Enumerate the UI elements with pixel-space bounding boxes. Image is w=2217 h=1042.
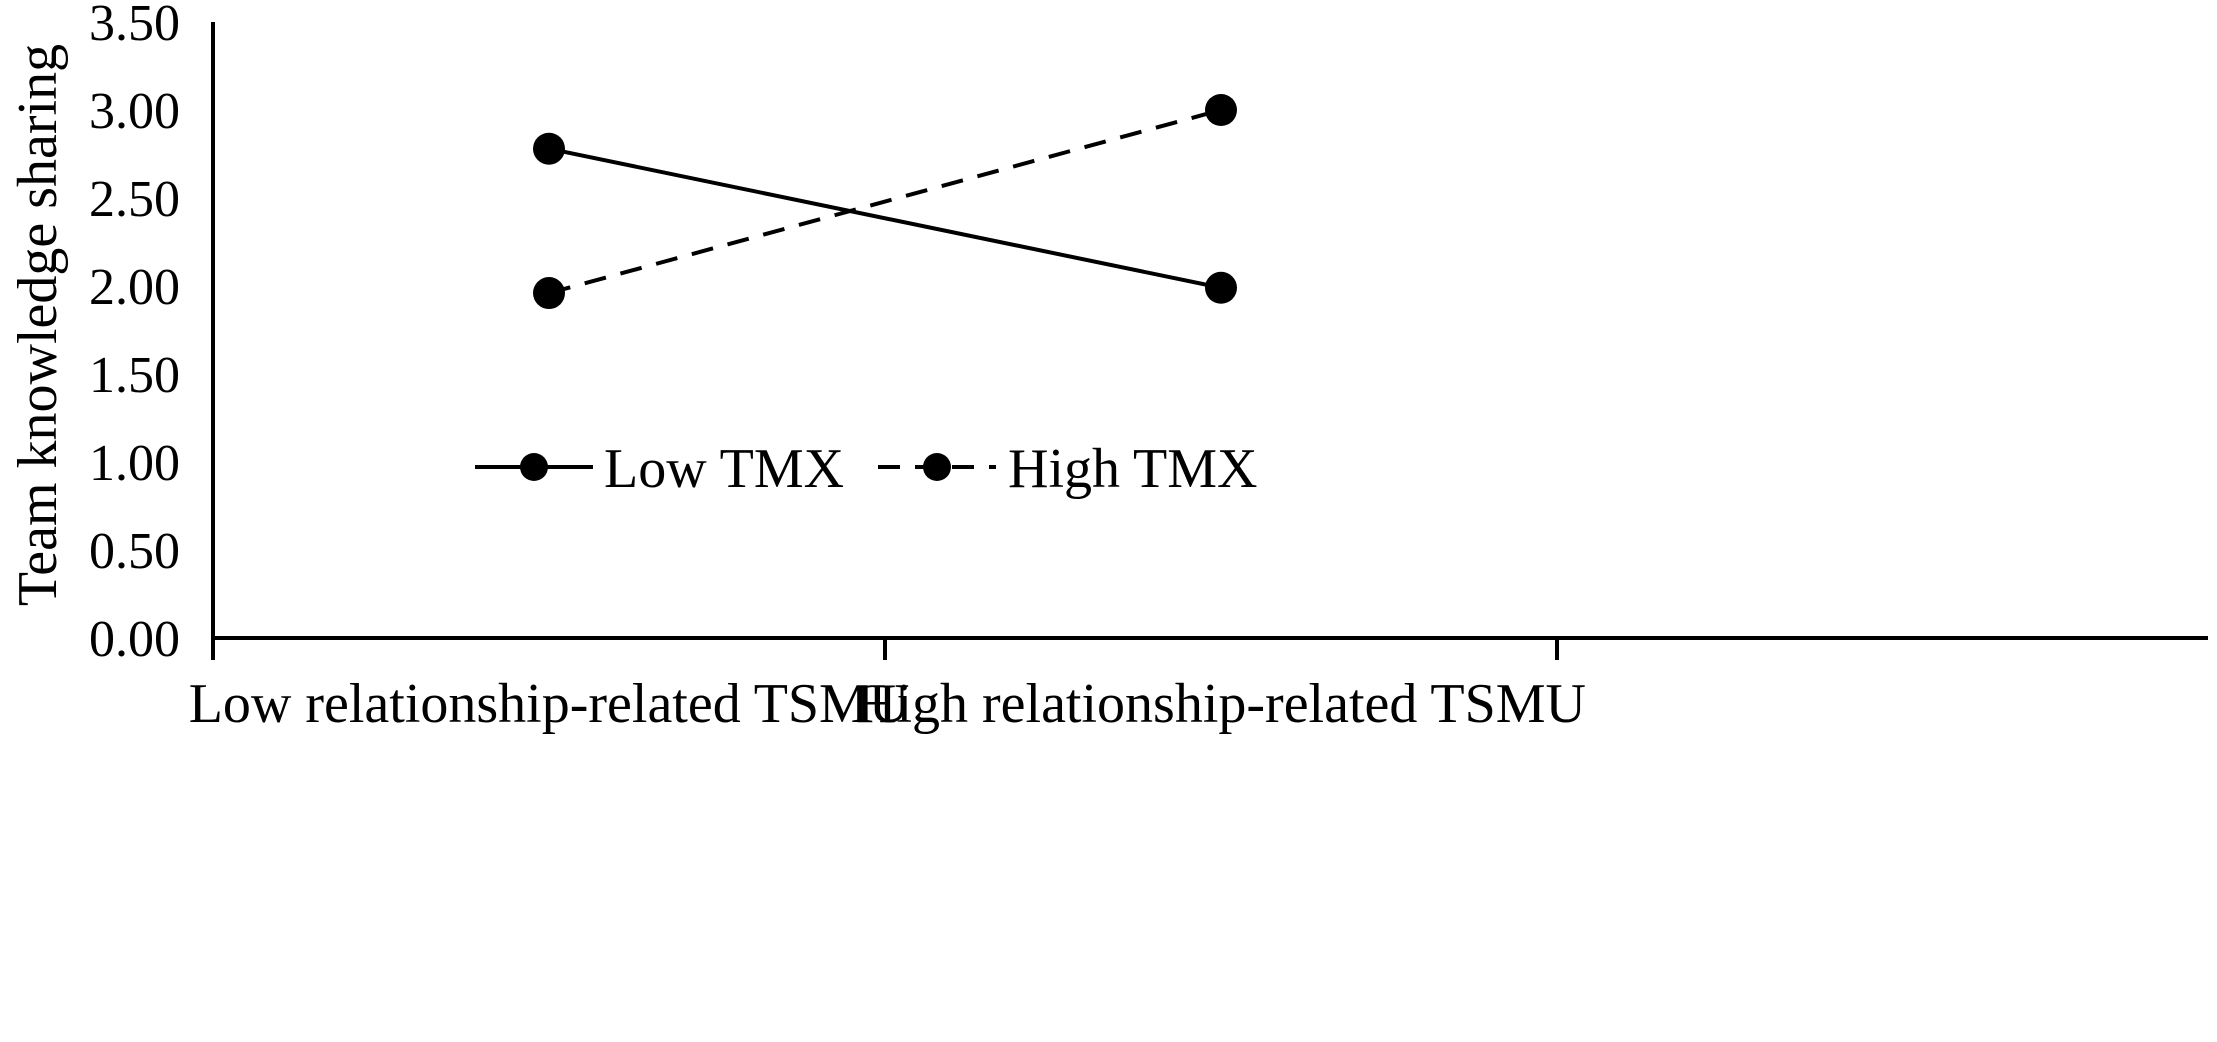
x-tick-label: Low relationship-related TSMU [189, 673, 910, 735]
y-tick-label: 1.00 [89, 435, 180, 492]
legend-marker-low-tmx [520, 453, 548, 481]
y-tick-label: 0.50 [89, 523, 180, 580]
y-tick-labels: 0.00 0.50 1.00 1.50 2.00 2.50 3.00 3.50 [89, 0, 180, 668]
series-line-high-tmx [548, 108, 1222, 295]
data-point-low-tmx [1205, 271, 1237, 304]
series-line-low-tmx [548, 146, 1222, 290]
x-tick-label: High relationship-related TSMU [856, 673, 1586, 735]
y-tick-label: 1.50 [89, 347, 180, 404]
y-tick-label: 2.00 [89, 259, 180, 316]
y-tick-label: 0.00 [89, 611, 180, 668]
y-tick-label: 3.00 [89, 83, 180, 140]
data-point-high-tmx [533, 277, 565, 310]
legend-label-low-tmx: Low TMX [604, 438, 844, 500]
data-point-high-tmx [1205, 94, 1237, 126]
legend: Low TMX High TMX [475, 438, 1257, 500]
legend-marker-high-tmx [923, 453, 951, 481]
y-axis-title: Team knowledge sharing [7, 44, 69, 606]
y-tick-label: 2.50 [89, 171, 180, 228]
series-layer [533, 94, 1237, 310]
y-tick-label: 3.50 [89, 0, 180, 52]
legend-label-high-tmx: High TMX [1008, 438, 1257, 500]
data-point-low-tmx [533, 132, 565, 165]
